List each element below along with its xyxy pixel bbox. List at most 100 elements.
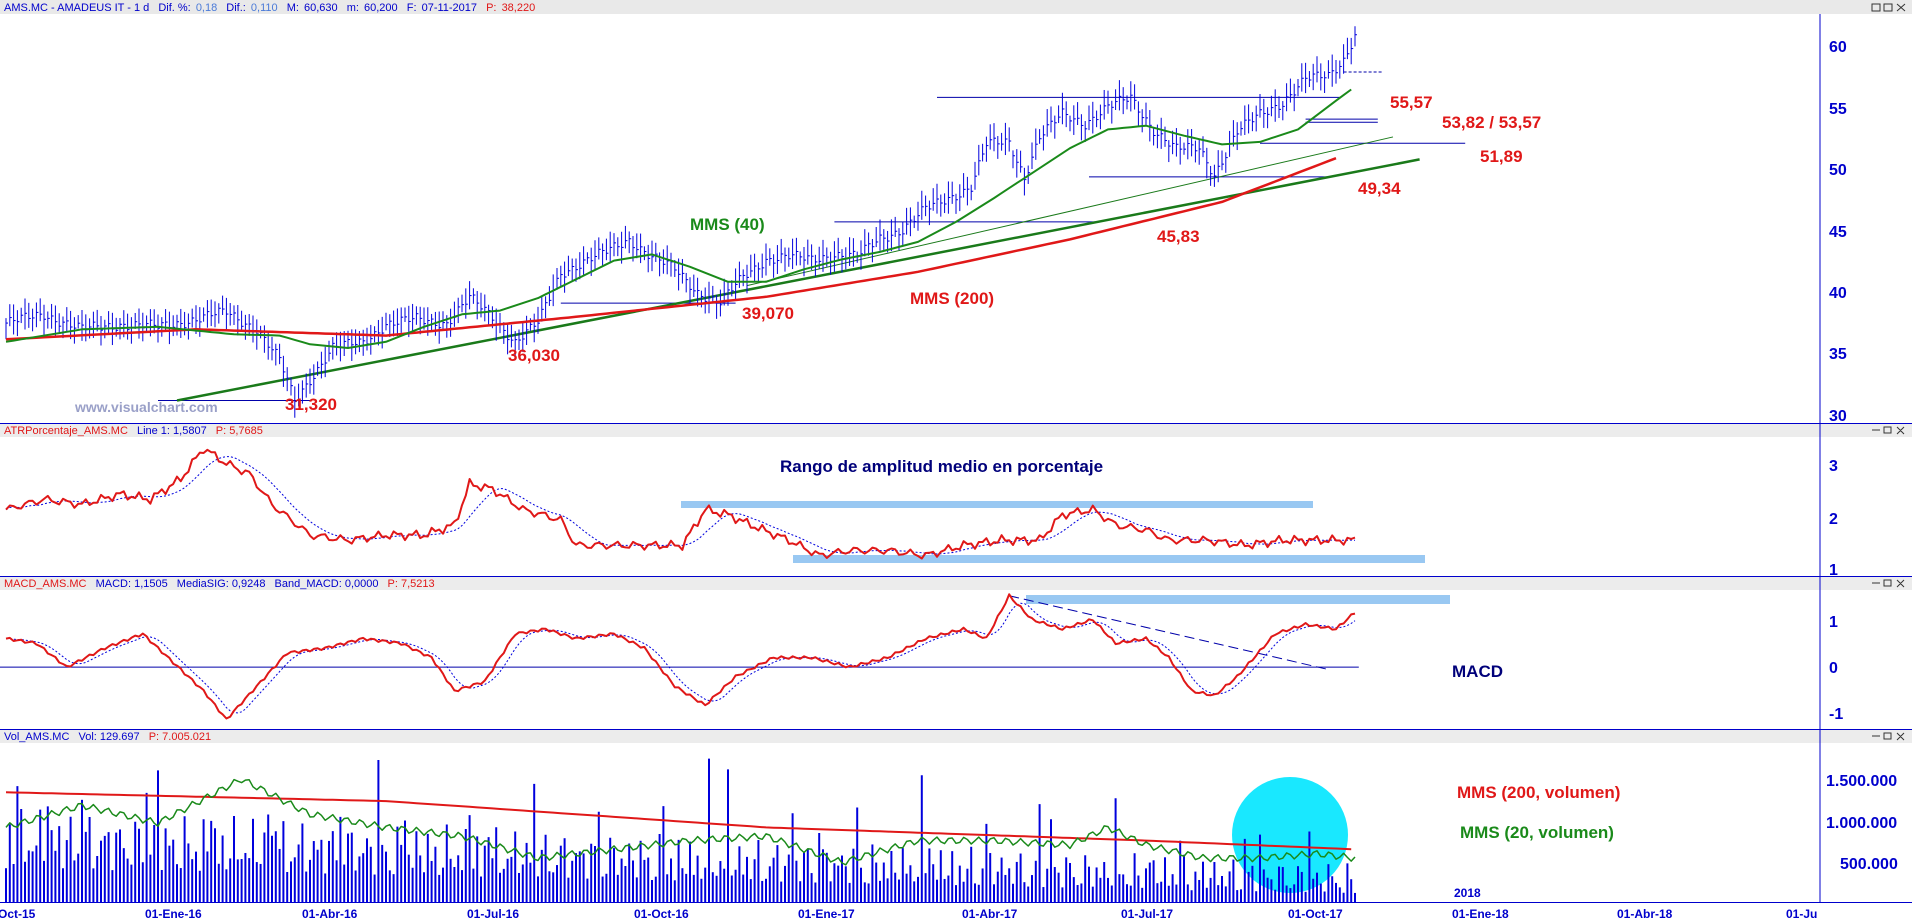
sma40-line [5,88,1352,349]
vol-p-value: P: 7.005.021 [149,731,211,743]
level-39070: 39,070 [742,304,794,323]
header-dif-pct: 0,18 [196,2,217,14]
label-mms200: MMS (200) [910,289,994,308]
x-tick-jul16: 01-Jul-16 [467,907,519,921]
vol-tick-1000000: 1.000.000 [1826,815,1897,832]
level-4583: 45,83 [1157,227,1200,246]
volume-sma20-line [5,778,1356,866]
y-tick-60: 60 [1829,39,1847,56]
macd-dashed-trendline [1009,595,1329,671]
trendline-thin [746,136,1394,287]
header-dif-pct-label: Dif. %: [158,2,190,14]
volume-bars [5,758,1356,902]
level-4934: 49,34 [1358,179,1401,198]
atr-panel-header [0,424,1912,437]
header-min: 60,200 [364,2,398,14]
macd-panel-header [0,577,1912,590]
macd-line [5,593,1356,720]
atr-band-lower [793,555,1425,563]
macd-tick-0: 0 [1829,660,1838,677]
label-mms20-volume: MMS (20, volumen) [1460,823,1614,842]
level-5557: 55,57 [1390,93,1433,112]
minimize-icon[interactable] [1871,3,1881,12]
header-dif-label: Dif.: [226,2,246,14]
atr-panel-title: ATRPorcentaje_AMS.MC Line 1: 1,5807 P: 5… [4,425,263,437]
sma200-line [5,157,1337,341]
y-tick-30: 30 [1829,408,1847,425]
atr-title-annotation: Rango de amplitud medio en porcentaje [780,457,1103,476]
x-tick-jul17: 01-Jul-17 [1121,907,1173,921]
x-tick-oct16: 01-Oct-16 [634,907,689,921]
macd-value: MACD: 1,1505 [96,578,168,590]
y-tick-35: 35 [1829,346,1847,363]
x-tick-abr17: 01-Abr-17 [962,907,1018,921]
atr-band-upper [681,501,1313,508]
atr-tick-3: 3 [1829,458,1838,475]
atr-signal-line [5,456,1356,555]
x-tick-abr16: 01-Abr-16 [302,907,358,921]
y-tick-55: 55 [1829,101,1847,118]
header-symbol: AMS.MC - AMADEUS IT - 1 d [4,2,149,14]
vol-tick-1500000: 1.500.000 [1826,773,1897,790]
y-tick-50: 50 [1829,162,1847,179]
macd-tick-minus1: -1 [1829,706,1843,723]
macd-signal-line [5,602,1356,714]
macd-band [1026,595,1450,604]
atr-title: ATRPorcentaje_AMS.MC [4,425,128,437]
header-date-label: F: [407,2,417,14]
header-p: 38,220 [502,2,536,14]
macd-window-controls-icon[interactable] [1872,579,1905,588]
header-date: 07-11-2017 [422,2,477,14]
restore-icon[interactable] [1883,3,1893,12]
x-tick-abr18: 01-Abr-18 [1617,907,1673,921]
label-mms200-volume: MMS (200, volumen) [1457,783,1620,802]
macd-p-value: P: 7,5213 [388,578,435,590]
vol-title: Vol_AMS.MC [4,731,69,743]
x-tick-jul18: 01-Ju [1786,907,1817,921]
header-min-label: m: [347,2,359,14]
y-tick-45: 45 [1829,224,1847,241]
x-tick-ene16: 01-Ene-16 [145,907,202,921]
svg-text:AMS.MC - AMADEUS IT - 1 d: AMS.MC - AMADEUS IT - 1 d Dif. %: 0,18 D… [4,2,535,14]
macd-panel-title: MACD_AMS.MC MACD: 1,1505 MediaSIG: 0,924… [4,578,435,590]
level-5189: 51,89 [1480,147,1523,166]
vol-panel-title: Vol_AMS.MC Vol: 129.697 P: 7.005.021 [4,731,211,743]
x-tick-oct15: Oct-15 [0,907,36,921]
atr-tick-2: 2 [1829,511,1838,528]
x-tick-ene17: 01-Ene-17 [798,907,855,921]
x-tick-ene18: 01-Ene-18 [1452,907,1509,921]
header-p-label: P: [486,2,496,14]
atr-p-value: P: 5,7685 [216,425,263,437]
atr-tick-1: 1 [1829,562,1838,579]
level-5382-5357: 53,82 / 53,57 [1442,113,1541,132]
price-bars [5,26,1357,418]
trendline-main [176,158,1420,402]
level-36030: 36,030 [508,346,560,365]
macd-signal-value: MediaSIG: 0,9248 [177,578,266,590]
label-mms40: MMS (40) [690,215,765,234]
macd-title: MACD_AMS.MC [4,578,87,590]
vol-value: Vol: 129.697 [78,731,139,743]
level-31320: 31,320 [285,395,337,414]
atr-window-controls-icon[interactable] [1872,426,1905,435]
atr-line [5,448,1356,560]
macd-band-value: Band_MACD: 0,0000 [275,578,379,590]
header-bar [0,0,1912,14]
header-dif: 0,110 [251,2,278,14]
macd-tick-1: 1 [1829,614,1838,631]
header-max-label: M: [287,2,299,14]
vol-window-controls-icon[interactable] [1872,732,1905,741]
y-tick-40: 40 [1829,285,1847,302]
header-max: 60,630 [304,2,338,14]
vol-tick-500000: 500.000 [1840,856,1898,873]
atr-line-value: Line 1: 1,5807 [137,425,207,437]
year-marker-2018: 2018 [1454,886,1481,900]
window-controls[interactable] [1871,3,1906,741]
vol-panel-header [0,730,1912,743]
x-tick-oct17: 01-Oct-17 [1288,907,1343,921]
panel-frame [0,14,1912,903]
macd-label: MACD [1452,662,1503,681]
watermark: www.visualchart.com [74,399,218,415]
close-icon[interactable] [1896,3,1906,12]
